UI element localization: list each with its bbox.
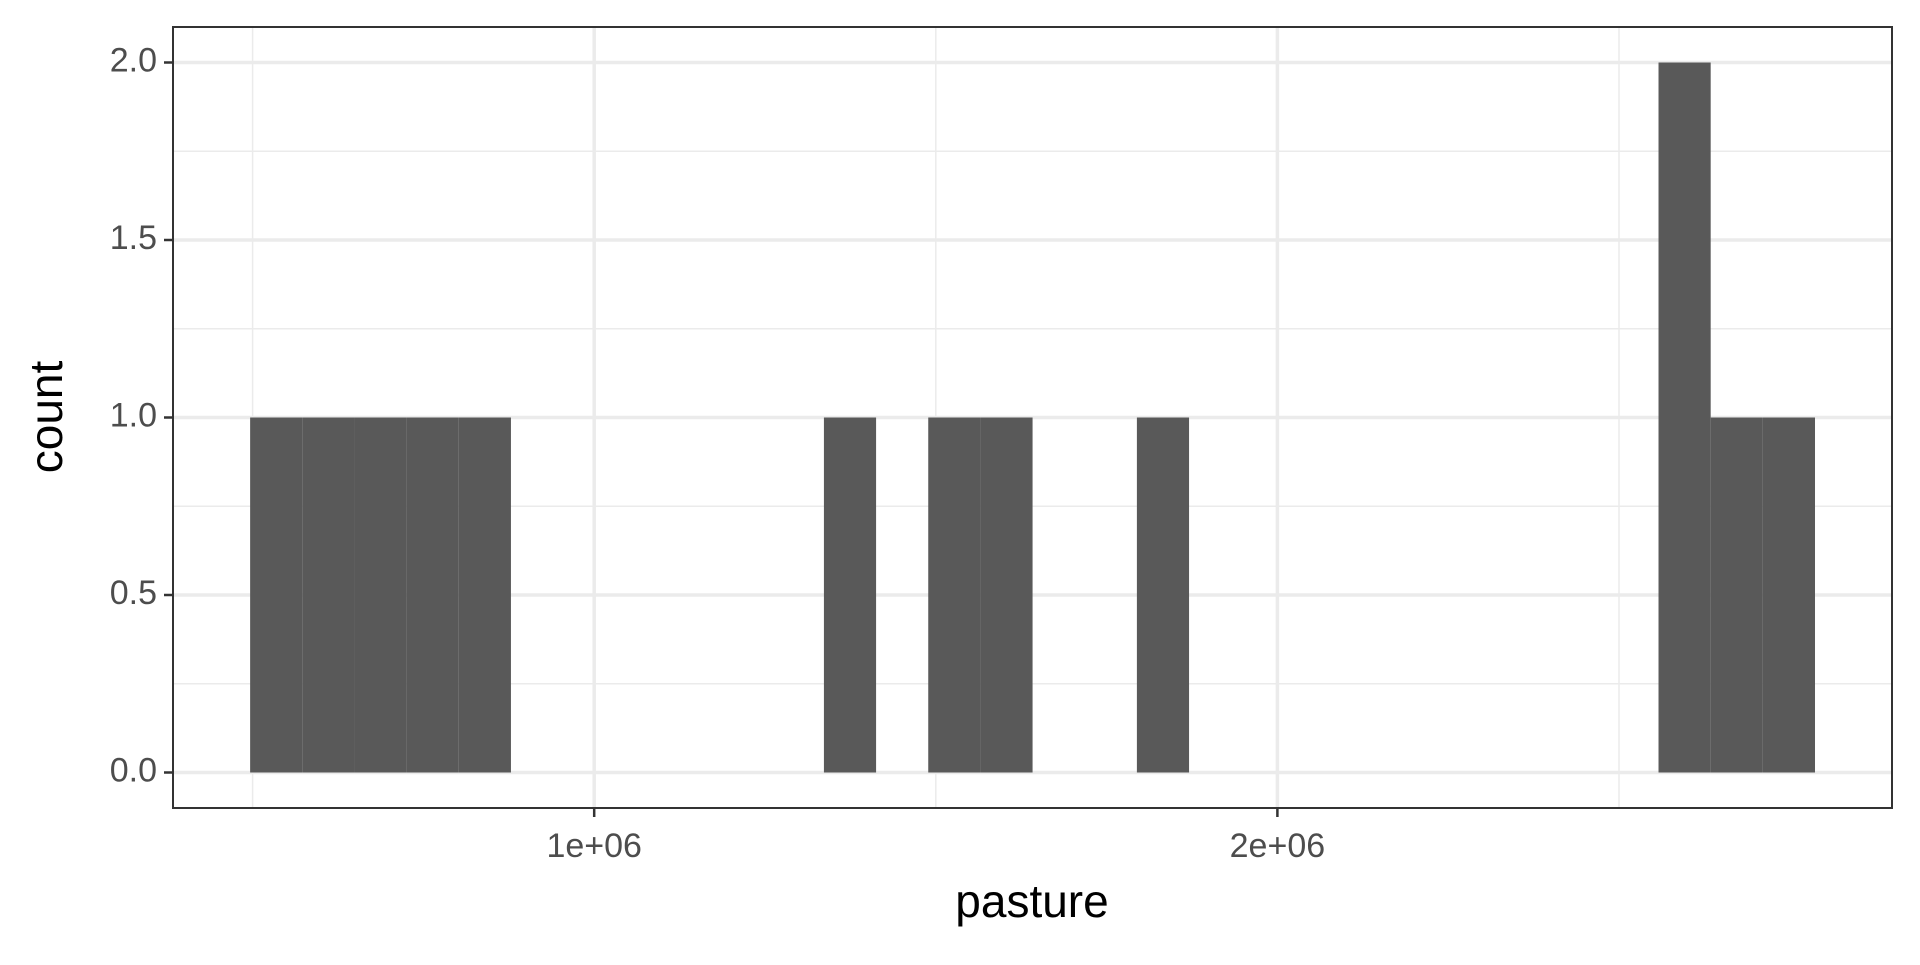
bar [1710,417,1763,773]
bar [250,417,303,773]
bar [354,417,407,773]
y-tick-label: 1.0 [110,396,157,434]
bar [1762,417,1816,773]
x-tick-label: 1e+06 [546,827,642,865]
y-tick-label: 2.0 [110,41,157,79]
bar [458,417,511,773]
bar [1136,417,1190,773]
y-tick-label: 1.5 [110,219,157,257]
bar [980,417,1033,773]
bar [823,417,877,773]
x-axis-title: pasture [955,875,1108,927]
bar [406,417,459,773]
x-tick-label: 2e+06 [1230,827,1326,865]
bar [302,417,355,773]
y-axis-title: count [20,361,72,474]
bar [928,417,981,773]
y-tick-label: 0.0 [110,751,157,789]
bar [1658,62,1711,773]
y-tick-label: 0.5 [110,574,157,612]
